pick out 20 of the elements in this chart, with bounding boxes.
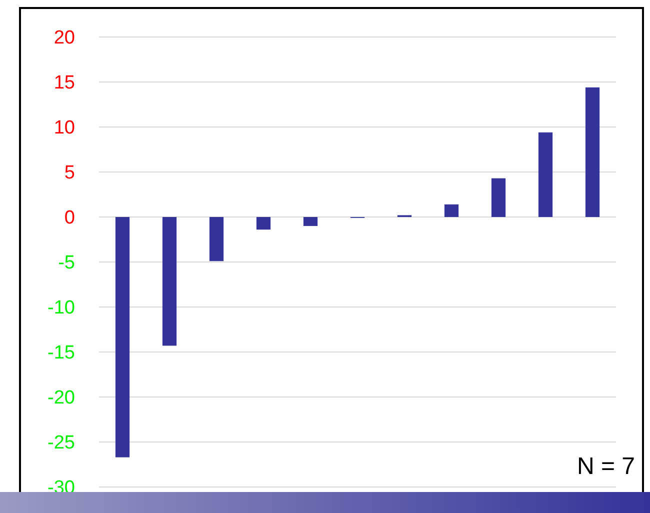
bar bbox=[538, 132, 553, 217]
y-tick-label: -10 bbox=[48, 298, 75, 319]
y-tick-label: 0 bbox=[64, 208, 75, 229]
bar bbox=[444, 204, 459, 217]
y-tick-label: 20 bbox=[54, 28, 75, 49]
bar bbox=[115, 217, 130, 458]
bar bbox=[256, 217, 271, 230]
annotation: N = 7 bbox=[576, 453, 635, 480]
bar bbox=[162, 217, 177, 346]
bar bbox=[303, 217, 318, 226]
bar bbox=[585, 87, 600, 217]
y-tick-label: -15 bbox=[48, 342, 75, 364]
y-tick-label: 5 bbox=[64, 162, 75, 184]
y-tick-label: -25 bbox=[48, 432, 75, 454]
y-tick-label: -5 bbox=[58, 252, 75, 274]
y-tick-label: 15 bbox=[54, 72, 75, 94]
bar bbox=[491, 178, 506, 217]
y-tick-label: 10 bbox=[54, 118, 75, 139]
y-tick-label: -20 bbox=[48, 388, 75, 409]
bar bbox=[209, 217, 224, 262]
